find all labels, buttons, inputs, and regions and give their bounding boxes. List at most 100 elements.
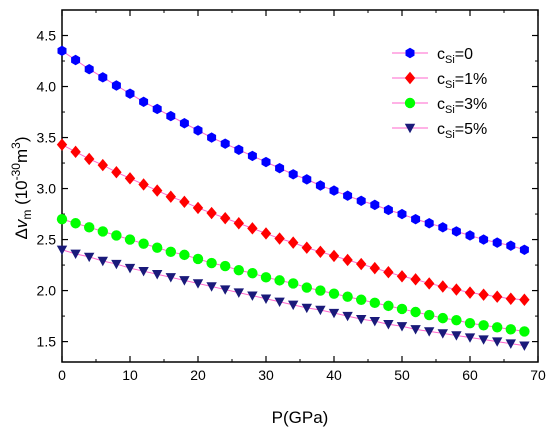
legend-item: cSi=0 [392, 46, 473, 66]
data-point [410, 306, 421, 318]
legend-marker [405, 47, 415, 59]
x-tick-label: 50 [394, 367, 410, 383]
data-point [328, 249, 340, 263]
legend-item: cSi=1% [392, 71, 487, 91]
data-point [98, 72, 108, 83]
data-point [505, 292, 516, 305]
data-point [139, 96, 149, 108]
data-point [464, 333, 476, 343]
data-point [97, 158, 108, 172]
data-point [233, 264, 244, 276]
data-point [383, 300, 394, 312]
data-point [260, 227, 272, 240]
data-point [97, 226, 109, 237]
data-point [369, 261, 380, 275]
data-point [207, 132, 217, 143]
data-point [179, 195, 190, 209]
data-point [437, 329, 448, 339]
data-point [315, 285, 326, 296]
data-point [424, 218, 434, 229]
data-point [111, 80, 121, 91]
data-point [437, 280, 448, 293]
data-point [220, 211, 231, 225]
data-point [519, 293, 530, 306]
x-axis-label: P(GPa) [272, 408, 329, 427]
data-point [274, 297, 285, 308]
data-point [206, 206, 217, 220]
data-point [138, 178, 149, 191]
data-point [301, 303, 312, 314]
data-point [84, 63, 94, 75]
data-point [247, 268, 258, 279]
data-point [288, 300, 299, 311]
data-point [342, 253, 353, 267]
data-point [519, 326, 530, 337]
data-point [383, 204, 393, 216]
data-point [124, 263, 136, 274]
legend-item: cSi=5% [392, 121, 487, 141]
data-point [342, 291, 353, 302]
legend-marker [404, 123, 416, 134]
legend-label: cSi=1% [437, 71, 487, 91]
data-point [369, 316, 380, 327]
data-point [192, 201, 204, 215]
data-point [505, 324, 516, 335]
data-point [247, 222, 258, 235]
data-point [492, 322, 503, 333]
data-point [356, 294, 367, 305]
data-point [274, 275, 285, 286]
series-3 [56, 245, 530, 351]
data-point [56, 138, 68, 151]
data-point [56, 213, 68, 225]
series-1 [56, 138, 530, 306]
data-point [138, 238, 149, 249]
data-point [410, 273, 421, 286]
data-point [342, 311, 353, 322]
data-point [165, 190, 176, 203]
data-point [165, 246, 176, 258]
data-point [438, 222, 448, 233]
data-point [152, 184, 163, 197]
data-point [343, 190, 353, 201]
y-axis: 1.5 2.0 2.5 3.0 3.5 4.0 4.5 [37, 28, 538, 350]
data-point [397, 208, 407, 220]
y-tick-label: 2.5 [37, 232, 57, 248]
data-point [71, 54, 81, 66]
data-point [220, 138, 230, 149]
data-point [396, 303, 408, 315]
x-tick-label: 0 [58, 367, 66, 383]
data-point [179, 118, 189, 129]
data-point [383, 320, 394, 330]
x-tick-label: 40 [326, 367, 342, 383]
data-point [97, 256, 108, 267]
data-point [138, 266, 149, 277]
legend: cSi=0 cSi=1% cSi=3% cSi=5% [392, 46, 487, 141]
data-point [478, 288, 489, 301]
data-point [166, 110, 176, 122]
data-point [260, 294, 272, 304]
data-point [479, 234, 489, 245]
x-axis: 0 10 20 30 40 50 60 70 [58, 10, 546, 383]
data-point [192, 253, 204, 265]
data-point [152, 270, 163, 280]
data-point [301, 241, 312, 254]
data-point [329, 185, 339, 196]
data-point [492, 237, 502, 248]
data-point [206, 257, 217, 269]
y-tick-label: 4.5 [37, 28, 57, 44]
data-point [328, 288, 340, 299]
data-point [492, 290, 503, 303]
y-tick-label: 3.5 [37, 130, 57, 146]
x-tick-label: 60 [462, 367, 478, 383]
data-point [451, 283, 462, 296]
y-axis-label-text: Δvm (10-30m3) [9, 136, 34, 239]
data-point [56, 245, 68, 255]
data-point [301, 282, 312, 293]
data-point [370, 199, 380, 211]
data-point [70, 145, 81, 159]
data-point [57, 45, 67, 57]
y-tick-label: 2.0 [37, 283, 57, 299]
data-point [220, 260, 231, 272]
data-point [369, 297, 380, 309]
data-point [179, 249, 190, 261]
